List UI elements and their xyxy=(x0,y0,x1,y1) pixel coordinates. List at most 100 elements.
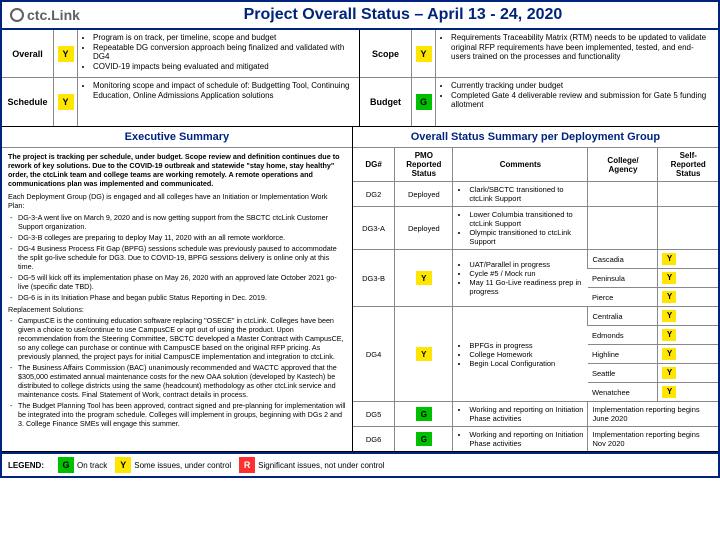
budget-bullets: Currently tracking under budget Complete… xyxy=(436,78,718,126)
bullet: Monitoring scope and impact of schedule … xyxy=(93,81,354,100)
cell-comment: Clark/SBCTC transitioned to ctcLink Supp… xyxy=(469,185,583,203)
exec-intro: The project is tracking per schedule, un… xyxy=(8,152,346,188)
cell-comment: Lower Columbia transitioned to ctcLink S… xyxy=(469,210,583,228)
cell-comment: Cycle #5 / Mock run xyxy=(469,269,583,278)
cell-comment: College Homework xyxy=(469,350,583,359)
cell-comment: Begin Local Configuration xyxy=(469,359,583,368)
table-header-row: DG# PMO Reported Status Comments College… xyxy=(353,148,718,182)
college-name: Seattle xyxy=(588,364,658,383)
college-note: Implementation reporting begins Nov 2020 xyxy=(588,427,718,452)
status-badge: Y xyxy=(416,271,432,285)
exec-summary-panel: Executive Summary The project is trackin… xyxy=(2,127,353,451)
status-badge: Y xyxy=(662,291,676,303)
cell-dg: DG2 xyxy=(353,182,395,207)
schedule-bullets: Monitoring scope and impact of schedule … xyxy=(78,78,359,126)
bullet: Repeatable DG conversion approach being … xyxy=(93,43,354,62)
exec-dg-bullet: DG-6 is in its Initiation Phase and bega… xyxy=(8,293,346,302)
exec-eachdg: Each Deployment Group (DG) is engaged an… xyxy=(8,192,346,210)
schedule-label: Schedule xyxy=(2,78,54,126)
repl-bullet: The Budget Planning Tool has been approv… xyxy=(8,401,346,428)
ctclink-logo: ctc.Link xyxy=(2,3,88,27)
cell-pmo: Deployed xyxy=(395,182,453,207)
exec-dg-bullet: DG-3-B colleges are preparing to deploy … xyxy=(8,233,346,242)
status-badge: Y xyxy=(416,347,432,361)
table-row-dg5: DG5 G Working and reporting on Initiatio… xyxy=(353,402,718,427)
col-self: Self-Reported Status xyxy=(658,148,718,182)
college-note: Implementation reporting begins June 202… xyxy=(588,402,718,427)
bullet: Completed Gate 4 deliverable review and … xyxy=(451,91,713,110)
status-badge: G xyxy=(416,432,432,446)
college-name: Highline xyxy=(588,345,658,364)
overall-status-badge: Y xyxy=(58,46,74,62)
logo-text: ctc.Link xyxy=(27,7,80,23)
row-overall: Overall Y Program is on track, per timel… xyxy=(2,30,359,78)
col-pmo: PMO Reported Status xyxy=(395,148,453,182)
top-status-grid: Overall Y Program is on track, per timel… xyxy=(2,30,718,127)
cell-comment: Working and reporting on Initiation Phas… xyxy=(469,430,583,448)
cell-dg: DG6 xyxy=(353,427,395,452)
college-name: Pierce xyxy=(588,288,658,307)
legend-item-y: Y Some issues, under control xyxy=(115,457,231,473)
exec-summary-body: The project is tracking per schedule, un… xyxy=(2,148,352,434)
cell-dg: DG4 xyxy=(353,307,395,402)
row-schedule: Schedule Y Monitoring scope and impact o… xyxy=(2,78,359,126)
legend-y-icon: Y xyxy=(115,457,131,473)
cell-comment: BPFGs in progress xyxy=(469,341,583,350)
legend-g-icon: G xyxy=(58,457,74,473)
logo-ring-icon xyxy=(10,8,24,22)
deployment-header: Overall Status Summary per Deployment Gr… xyxy=(353,127,718,148)
bullet: COVID-19 impacts being evaluated and mit… xyxy=(93,62,354,72)
exec-dg-bullet: DG-5 will kick off its implementation ph… xyxy=(8,273,346,291)
report-frame: ctc.Link Project Overall Status – April … xyxy=(0,0,720,478)
legend-r-text: Significant issues, not under control xyxy=(258,461,384,470)
header-bar: ctc.Link Project Overall Status – April … xyxy=(2,2,718,30)
scope-status-badge: Y xyxy=(416,46,432,62)
cell-comment: Working and reporting on Initiation Phas… xyxy=(469,405,583,423)
status-badge: Y xyxy=(662,329,676,341)
college-name: Cascadia xyxy=(588,250,658,269)
deployment-table: DG# PMO Reported Status Comments College… xyxy=(353,148,718,451)
cell-dg: DG3-A xyxy=(353,207,395,250)
table-row-dg3b: DG3-B Y UAT/Parallel in progress Cycle #… xyxy=(353,250,718,269)
col-comments: Comments xyxy=(453,148,588,182)
exec-summary-header: Executive Summary xyxy=(2,127,352,148)
status-badge: Y xyxy=(662,386,676,398)
repl-bullet: The Business Affairs Commission (BAC) un… xyxy=(8,363,346,399)
status-badge: G xyxy=(416,407,432,421)
exec-dg-bullet: DG-4 Business Process Fit Gap (BPFG) ses… xyxy=(8,244,346,271)
exec-dg-bullet: DG-3-A went live on March 9, 2020 and is… xyxy=(8,213,346,231)
overall-label: Overall xyxy=(2,30,54,77)
repl-bullet: CampusCE is the continuing education sof… xyxy=(8,316,346,361)
table-row-dg4: DG4 Y BPFGs in progress College Homework… xyxy=(353,307,718,326)
legend-bar: LEGEND: G On track Y Some issues, under … xyxy=(2,452,718,476)
col-college: College/ Agency xyxy=(588,148,658,182)
status-badge: Y xyxy=(662,253,676,265)
table-row-dg2: DG2 Deployed Clark/SBCTC transitioned to… xyxy=(353,182,718,207)
row-scope: Scope Y Requirements Traceability Matrix… xyxy=(360,30,718,78)
legend-y-text: Some issues, under control xyxy=(134,461,231,470)
legend-item-r: R Significant issues, not under control xyxy=(239,457,384,473)
cell-comment: Olympic transitioned to ctcLink Support xyxy=(469,228,583,246)
bullet: Currently tracking under budget xyxy=(451,81,713,91)
college-name: Wenatchee xyxy=(588,383,658,402)
budget-label: Budget xyxy=(360,78,412,126)
status-badge: Y xyxy=(662,272,676,284)
cell-comment: May 11 Go-Live readiness prep in progres… xyxy=(469,278,583,296)
status-badge: Y xyxy=(662,367,676,379)
college-name: Edmonds xyxy=(588,326,658,345)
scope-bullets: Requirements Traceability Matrix (RTM) n… xyxy=(436,30,718,77)
cell-dg: DG3-B xyxy=(353,250,395,307)
row-budget: Budget G Currently tracking under budget… xyxy=(360,78,718,126)
deployment-panel: Overall Status Summary per Deployment Gr… xyxy=(353,127,718,451)
college-name: Centralia xyxy=(588,307,658,326)
college-name: Peninsula xyxy=(588,269,658,288)
cell-comment: UAT/Parallel in progress xyxy=(469,260,583,269)
legend-r-icon: R xyxy=(239,457,255,473)
cell-pmo: Deployed xyxy=(395,207,453,250)
mid-section: Executive Summary The project is trackin… xyxy=(2,127,718,452)
legend-item-g: G On track xyxy=(58,457,107,473)
bullet: Program is on track, per timeline, scope… xyxy=(93,33,354,43)
budget-status-badge: G xyxy=(416,94,432,110)
col-dg: DG# xyxy=(353,148,395,182)
status-badge: Y xyxy=(662,348,676,360)
